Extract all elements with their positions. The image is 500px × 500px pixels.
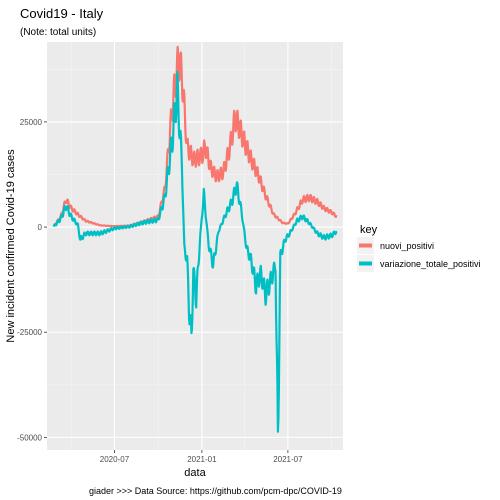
- major-grid: [47, 42, 343, 450]
- series-line-variazione-totale-positivi: [52, 70, 338, 433]
- y-tick-label: -50000: [17, 433, 42, 442]
- y-tick-label: 0: [38, 223, 43, 232]
- chart-title: Covid19 - Italy: [20, 6, 104, 21]
- y-axis: -50000 -25000 0 25000: [17, 118, 47, 442]
- x-tick-label: 2021-01: [187, 455, 217, 464]
- legend: key nuovi_positivi variazione_totale_pos…: [357, 224, 481, 272]
- x-tick-label: 2020-07: [100, 455, 130, 464]
- x-axis-title: data: [184, 467, 206, 479]
- legend-title: key: [360, 224, 378, 236]
- y-tick-label: -25000: [17, 328, 42, 337]
- chart-subtitle: (Note: total units): [20, 27, 96, 38]
- x-axis: 2020-07 2021-01 2021-07: [100, 450, 303, 464]
- series-line-nuovi-positivi: [52, 45, 338, 228]
- y-axis-title: New incident confirmed Covid-19 cases: [5, 149, 17, 343]
- legend-label-variazione-totale-positivi: variazione_totale_positivi: [380, 259, 481, 269]
- y-tick-label: 25000: [20, 118, 43, 127]
- series-layer: [52, 45, 338, 433]
- x-tick-label: 2021-07: [273, 455, 303, 464]
- chart-caption: giader >>> Data Source: https://github.c…: [89, 486, 342, 496]
- legend-label-nuovi-positivi: nuovi_positivi: [380, 241, 434, 251]
- plot-panel: [47, 42, 343, 450]
- minor-grid: [47, 42, 343, 450]
